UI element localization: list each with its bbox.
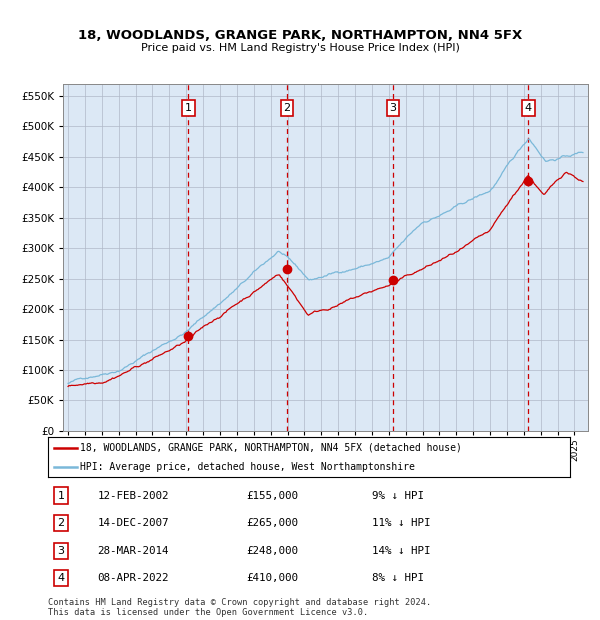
Text: 2: 2 <box>283 103 290 113</box>
Text: Price paid vs. HM Land Registry's House Price Index (HPI): Price paid vs. HM Land Registry's House … <box>140 43 460 53</box>
Text: 1: 1 <box>185 103 192 113</box>
Text: 2: 2 <box>58 518 65 528</box>
Text: 14% ↓ HPI: 14% ↓ HPI <box>371 546 430 556</box>
Text: This data is licensed under the Open Government Licence v3.0.: This data is licensed under the Open Gov… <box>48 608 368 617</box>
Text: £265,000: £265,000 <box>247 518 298 528</box>
Text: 3: 3 <box>58 546 65 556</box>
Text: £248,000: £248,000 <box>247 546 298 556</box>
Text: 18, WOODLANDS, GRANGE PARK, NORTHAMPTON, NN4 5FX (detached house): 18, WOODLANDS, GRANGE PARK, NORTHAMPTON,… <box>80 443 462 453</box>
Text: 18, WOODLANDS, GRANGE PARK, NORTHAMPTON, NN4 5FX: 18, WOODLANDS, GRANGE PARK, NORTHAMPTON,… <box>78 29 522 42</box>
Text: 12-FEB-2002: 12-FEB-2002 <box>98 490 169 500</box>
Text: Contains HM Land Registry data © Crown copyright and database right 2024.: Contains HM Land Registry data © Crown c… <box>48 598 431 607</box>
Text: 14-DEC-2007: 14-DEC-2007 <box>98 518 169 528</box>
Text: £155,000: £155,000 <box>247 490 298 500</box>
Text: 3: 3 <box>389 103 397 113</box>
Text: HPI: Average price, detached house, West Northamptonshire: HPI: Average price, detached house, West… <box>80 462 415 472</box>
Text: 28-MAR-2014: 28-MAR-2014 <box>98 546 169 556</box>
Text: 8% ↓ HPI: 8% ↓ HPI <box>371 574 424 583</box>
Text: 1: 1 <box>58 490 65 500</box>
Text: 4: 4 <box>58 574 65 583</box>
Text: 08-APR-2022: 08-APR-2022 <box>98 574 169 583</box>
Text: 9% ↓ HPI: 9% ↓ HPI <box>371 490 424 500</box>
Text: 11% ↓ HPI: 11% ↓ HPI <box>371 518 430 528</box>
Text: 4: 4 <box>525 103 532 113</box>
Text: £410,000: £410,000 <box>247 574 298 583</box>
